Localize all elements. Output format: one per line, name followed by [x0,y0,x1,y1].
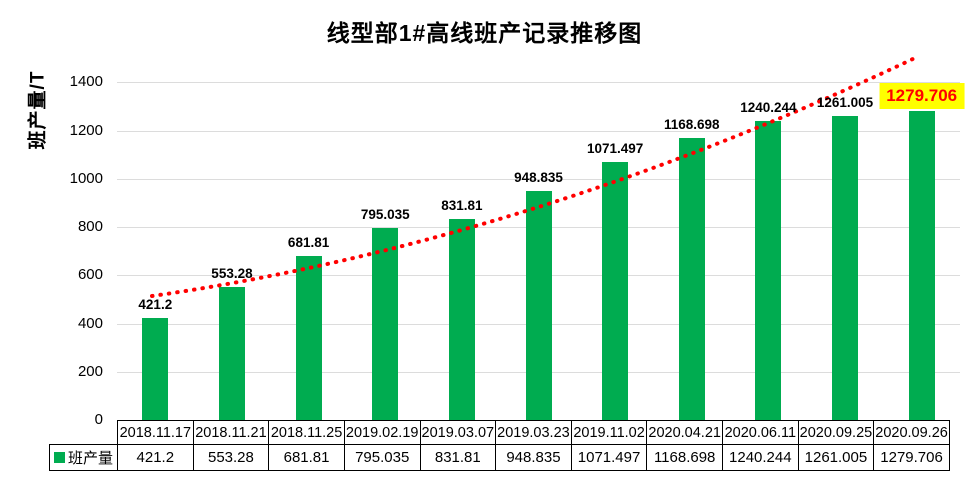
table-date-row: 2018.11.17 2018.11.21 2018.11.25 2019.02.19… [117,420,950,445]
date-header-cell: 2020.04.21 [646,420,723,445]
date-header-cell: 2019.11.02 [570,420,648,445]
value-cell: 831.81 [419,444,497,471]
value-cell: 421.2 [117,444,194,471]
value-cell: 1279.706 [873,444,950,471]
bar [218,286,245,420]
value-cell: 1168.698 [646,444,723,471]
y-tick-label: 400 [77,314,103,332]
bar-value-label: 1240.244 [740,99,797,115]
bar-value-label: 1168.698 [663,117,720,133]
series-swatch-icon [53,452,65,463]
date-header-cell: 2020.09.26 [873,420,950,445]
bar [372,228,399,420]
bar [525,191,552,420]
legend-cell: 班产量 [49,444,118,471]
bar [755,120,782,420]
y-axis-ticks: 0 200 400 600 800 1000 1200 1400 [0,0,107,488]
bar [295,255,322,420]
date-header-cell: 2018.11.17 [117,420,194,445]
value-cell: 948.835 [495,444,572,471]
chart-title: 线型部1#高线班产记录推移图 [326,20,643,46]
y-tick-label: 1400 [69,73,103,91]
y-tick-label: 200 [77,362,103,380]
date-header-cell: 2019.03.07 [419,420,497,445]
y-tick-label: 1200 [69,121,103,139]
bar-value-label: 1071.497 [586,140,644,156]
value-cell: 1240.244 [722,444,799,471]
date-header-cell: 2019.03.23 [495,420,572,445]
y-tick-label: 800 [77,218,103,236]
value-cell: 1261.005 [797,444,875,471]
plot-area: 421.2 553.28 681.81 795.035 831.81 948.835 107… [117,57,965,420]
value-cell: 553.28 [192,444,270,471]
gridline [117,82,960,84]
value-cell: 681.81 [268,444,345,471]
y-tick-label: 600 [77,266,103,284]
bar [908,111,935,420]
bar-value-label-highlighted: 1279.706 [879,83,965,110]
table-value-row: 班产量 421.2 553.28 681.81 795.035 831.81 948.83… [49,444,950,471]
bar [602,161,629,420]
bar [142,318,169,420]
bar-value-label: 831.81 [441,198,483,214]
bar-value-label: 553.28 [211,265,253,281]
bar-value-label: 1261.005 [816,94,874,110]
date-header-cell: 2018.11.21 [192,420,270,445]
date-header-cell: 2019.02.19 [343,420,421,445]
y-tick-label: 0 [94,411,103,428]
bar [678,138,705,420]
date-header-cell: 2018.11.25 [268,420,345,445]
legend-label: 班产量 [67,450,113,467]
bar-value-label: 948.835 [514,170,563,186]
value-cell: 1071.497 [570,444,648,471]
y-tick-label: 1000 [69,169,103,187]
bar-value-label: 795.035 [360,207,410,223]
bar-value-label: 421.2 [138,297,173,313]
date-header-cell: 2020.06.11 [722,420,799,445]
bar [832,115,859,420]
value-cell: 795.035 [343,444,421,471]
bar [448,219,475,420]
bar-value-label: 681.81 [287,234,330,250]
date-header-cell: 2020.09.25 [797,420,875,445]
